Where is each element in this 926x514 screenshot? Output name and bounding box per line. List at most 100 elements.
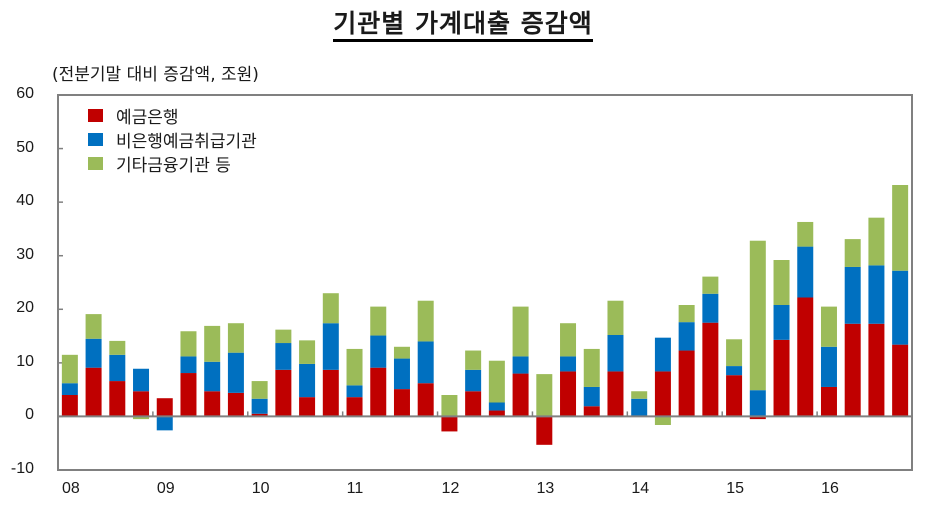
bar-segment (85, 338, 102, 368)
bar-segment (61, 354, 78, 384)
bar-segment (251, 413, 268, 417)
bar-segment (631, 398, 648, 417)
bar-segment (370, 306, 387, 336)
bar-segment (251, 398, 268, 414)
chart-title: 기관별 가계대출 증감액 (0, 4, 926, 42)
bar-segment (607, 300, 624, 335)
bar-segment (560, 323, 577, 357)
legend-item-deposit-banks: 예금은행 (88, 103, 257, 128)
bar-segment (204, 361, 221, 392)
bar-segment (726, 339, 743, 367)
bar-segment (560, 371, 577, 417)
bar-segment (275, 369, 292, 417)
bar-segment (512, 306, 529, 357)
bar-segment (607, 371, 624, 417)
bar-segment (346, 348, 363, 386)
bar-segment (749, 416, 766, 420)
bar-segment (346, 397, 363, 417)
legend-swatch-green (88, 156, 103, 170)
bar-segment (512, 356, 529, 374)
bar-segment (678, 322, 695, 351)
bar-segment (180, 373, 197, 417)
bar-segment (61, 383, 78, 395)
plot-frame (57, 94, 913, 471)
bar-segment (702, 293, 719, 323)
bar-segment (109, 340, 126, 355)
bar-segment (844, 266, 861, 324)
y-tick-label: 0 (25, 406, 34, 424)
bar-segment (702, 276, 719, 294)
legend-label: 비은행예금취급기관 (116, 131, 257, 152)
bar-segment (844, 323, 861, 417)
bar-segment (797, 297, 814, 417)
bar-segment (227, 323, 244, 353)
bar-segment (393, 389, 410, 417)
bar-segment (417, 383, 434, 417)
bar-segment (180, 356, 197, 374)
x-tick-label: 09 (156, 480, 175, 497)
x-tick-label: 08 (62, 480, 80, 497)
bar-segment (892, 270, 909, 345)
bar-segment (133, 416, 150, 420)
x-tick-label: 13 (536, 480, 555, 497)
bar-segment (322, 293, 339, 324)
bar-segment (227, 352, 244, 393)
bar-segment (820, 386, 837, 417)
bar-segment (749, 240, 766, 391)
bar-segment (868, 323, 885, 417)
bar-segment (536, 416, 553, 445)
bar-segment (275, 343, 292, 370)
bar-segment (346, 385, 363, 398)
bar-segment (773, 339, 790, 417)
y-tick-label: 40 (16, 192, 34, 210)
bar-segment (631, 391, 648, 399)
bar-segment (322, 369, 339, 417)
bar-segment (370, 335, 387, 368)
bar-segment (133, 391, 150, 417)
bar-segment (583, 348, 600, 387)
bar-segment (465, 369, 482, 392)
bar-segment (417, 300, 434, 342)
y-tick-label: 60 (16, 85, 34, 102)
bar-segment (465, 350, 482, 370)
bar-segment (560, 356, 577, 372)
x-tick-label: 16 (821, 480, 839, 497)
bar-segment (227, 392, 244, 417)
y-tick-label: 10 (16, 352, 34, 370)
bar-segment (465, 391, 482, 417)
bar-segment (749, 390, 766, 417)
legend-swatch-red (88, 108, 103, 122)
bar-segment (820, 306, 837, 347)
bar-segment (536, 374, 553, 417)
bar-segment (654, 337, 671, 372)
bar-segment (441, 416, 458, 432)
bar-segment (654, 416, 671, 425)
chart-title-text: 기관별 가계대출 증감액 (333, 9, 593, 42)
bar-segment (370, 367, 387, 417)
bar-segment (892, 344, 909, 417)
y-tick-label: 20 (16, 299, 34, 317)
legend-item-non-bank: 비은행예금취급기관 (88, 127, 257, 152)
bar-segment (85, 314, 102, 339)
bar-segment (892, 185, 909, 271)
bar-segment (204, 391, 221, 417)
bar-segment (299, 363, 316, 398)
y-tick-label: 30 (16, 245, 34, 263)
chart-subtitle: (전분기말 대비 증감액, 조원) (52, 65, 259, 85)
legend-swatch-blue (88, 132, 103, 146)
y-tick-label: -10 (10, 460, 34, 477)
bar-segment (299, 397, 316, 417)
bar-segment (773, 260, 790, 305)
bar-segment (488, 402, 505, 411)
bar-segment (322, 323, 339, 370)
bar-segment (441, 395, 458, 417)
legend-item-other: 기타금융기관 등 (88, 151, 257, 176)
bar-segment (133, 368, 150, 392)
bar-segment (797, 246, 814, 298)
bar-segment (583, 406, 600, 417)
bar-segment (678, 305, 695, 323)
bar-segment (393, 346, 410, 359)
x-tick-label: 11 (346, 480, 364, 497)
bar-segment (726, 366, 743, 376)
